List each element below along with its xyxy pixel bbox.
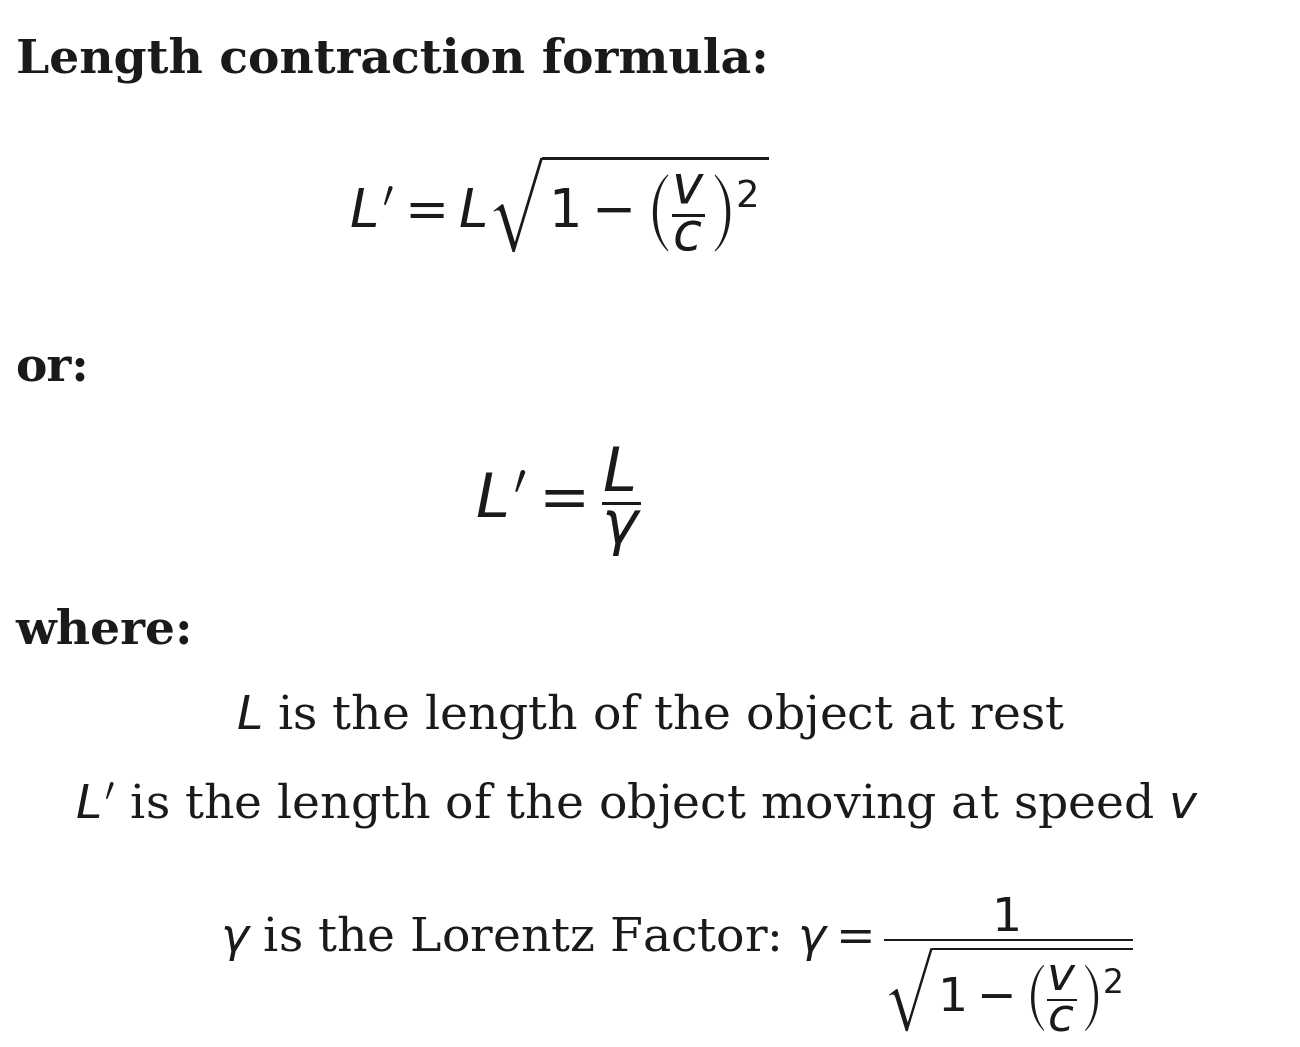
Text: Length contraction formula:: Length contraction formula: — [16, 37, 768, 83]
Text: where:: where: — [16, 607, 194, 653]
Text: $L^{\prime}$ is the length of the object moving at speed $v$: $L^{\prime}$ is the length of the object… — [75, 780, 1199, 830]
Text: $L$ is the length of the object at rest: $L$ is the length of the object at rest — [235, 691, 1065, 741]
Text: or:: or: — [16, 346, 90, 392]
Text: $L^{\prime}=\dfrac{L}{\gamma}$: $L^{\prime}=\dfrac{L}{\gamma}$ — [474, 445, 644, 559]
Text: $\gamma$ is the Lorentz Factor: $\gamma=\dfrac{1}{\sqrt{1-\left(\dfrac{v}{c}\rig: $\gamma$ is the Lorentz Factor: $\gamma=… — [220, 895, 1132, 1034]
Text: $L^{\prime}=L\sqrt{1-\left(\dfrac{v}{c}\right)^{2}}$: $L^{\prime}=L\sqrt{1-\left(\dfrac{v}{c}\… — [350, 152, 768, 253]
